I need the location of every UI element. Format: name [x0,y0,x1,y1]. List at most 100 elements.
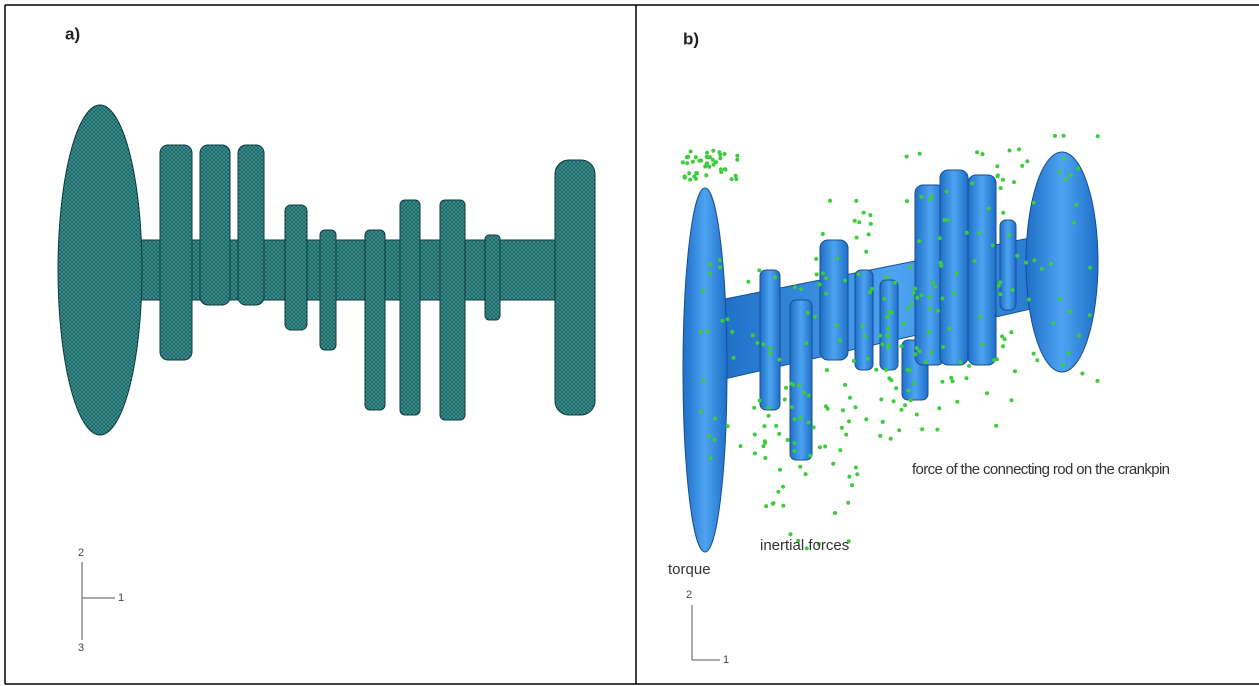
force-dot [718,266,722,270]
force-dot [915,346,919,350]
force-dot [1040,267,1044,271]
axis-triad [82,562,115,640]
force-dot [768,346,772,350]
force-dot [939,264,943,268]
force-dot [1074,203,1078,207]
force-dot [927,330,931,334]
force-dot [821,232,825,236]
axis-triad [692,605,720,660]
force-dot [930,195,934,199]
force-dot [997,284,1001,288]
force-dot [900,408,904,412]
force-dot [1010,288,1014,292]
force-dot [1058,297,1062,301]
force-dot [854,405,858,409]
force-dot [843,279,847,283]
force-dot [846,501,850,505]
force-dot [783,398,787,402]
force-dot [726,424,730,428]
force-dot [1024,261,1028,265]
force-dot [771,501,775,505]
force-dot [864,250,868,254]
force-dot [880,342,884,346]
force-dot [838,448,842,452]
force-dot [1062,134,1066,138]
force-dot [881,420,885,424]
force-dot [1069,173,1073,177]
force-dot [709,456,713,460]
force-dot [1077,334,1081,338]
axis-label: 2 [78,547,84,559]
force-dot [897,428,901,432]
force-dot [947,327,951,331]
force-dot [840,426,844,430]
force-dot [994,424,998,428]
axis-label: 2 [686,589,692,601]
force-dot [850,483,854,487]
force-dot [965,376,969,380]
force-dot [915,413,919,417]
force-dot [905,199,909,203]
force-dot [694,171,698,175]
force-dot [977,231,981,235]
force-dot [804,472,808,476]
force-dot [793,285,797,289]
force-dot [688,178,692,182]
force-dot [1088,313,1092,317]
force-dot [995,164,999,168]
panel-label: b) [683,29,699,48]
force-dot [712,438,716,442]
force-dot [1009,330,1013,334]
force-dot [799,416,803,420]
force-dot [761,342,765,346]
force-dot [1058,170,1062,174]
force-dot [802,391,806,395]
force-dot [814,257,818,261]
force-dot [718,156,722,160]
force-dot [1062,157,1066,161]
force-dot [697,159,701,163]
force-dot [918,152,922,156]
force-dot [1003,337,1007,341]
force-dot [847,475,851,479]
force-dot [878,334,882,338]
force-dot [943,218,947,222]
force-dot [1096,379,1100,383]
panel-label: a) [65,24,80,43]
force-dot [906,306,910,310]
force-dot [844,433,848,437]
force-dot [889,437,893,441]
force-dot [1032,258,1036,262]
force-dot [711,158,715,162]
annotation: inertial forces [760,537,849,554]
force-dot [763,424,767,428]
force-dot [861,325,865,329]
force-dot [933,285,937,289]
force-dot [824,292,828,296]
force-dot [784,386,788,390]
force-dot [713,417,717,421]
force-dot [907,389,911,393]
force-dot [718,258,722,262]
force-dot [791,383,795,387]
force-dot [937,406,941,410]
force-dot [1001,344,1005,348]
force-dot [940,380,944,384]
force-dot [1049,262,1053,266]
force-dot [924,360,928,364]
force-dot [769,352,773,356]
force-dot [798,465,802,469]
force-dot [855,472,859,476]
force-dot [773,275,777,279]
force-dot [886,326,890,330]
force-dot [885,315,889,319]
force-dot [1001,178,1005,182]
force-dot [864,417,868,421]
force-dot [687,171,691,175]
force-dot [705,151,709,155]
force-dot [981,152,985,156]
force-dot [826,407,830,411]
force-dot [786,438,790,442]
force-dot [1061,363,1065,367]
force-dot [732,356,736,360]
